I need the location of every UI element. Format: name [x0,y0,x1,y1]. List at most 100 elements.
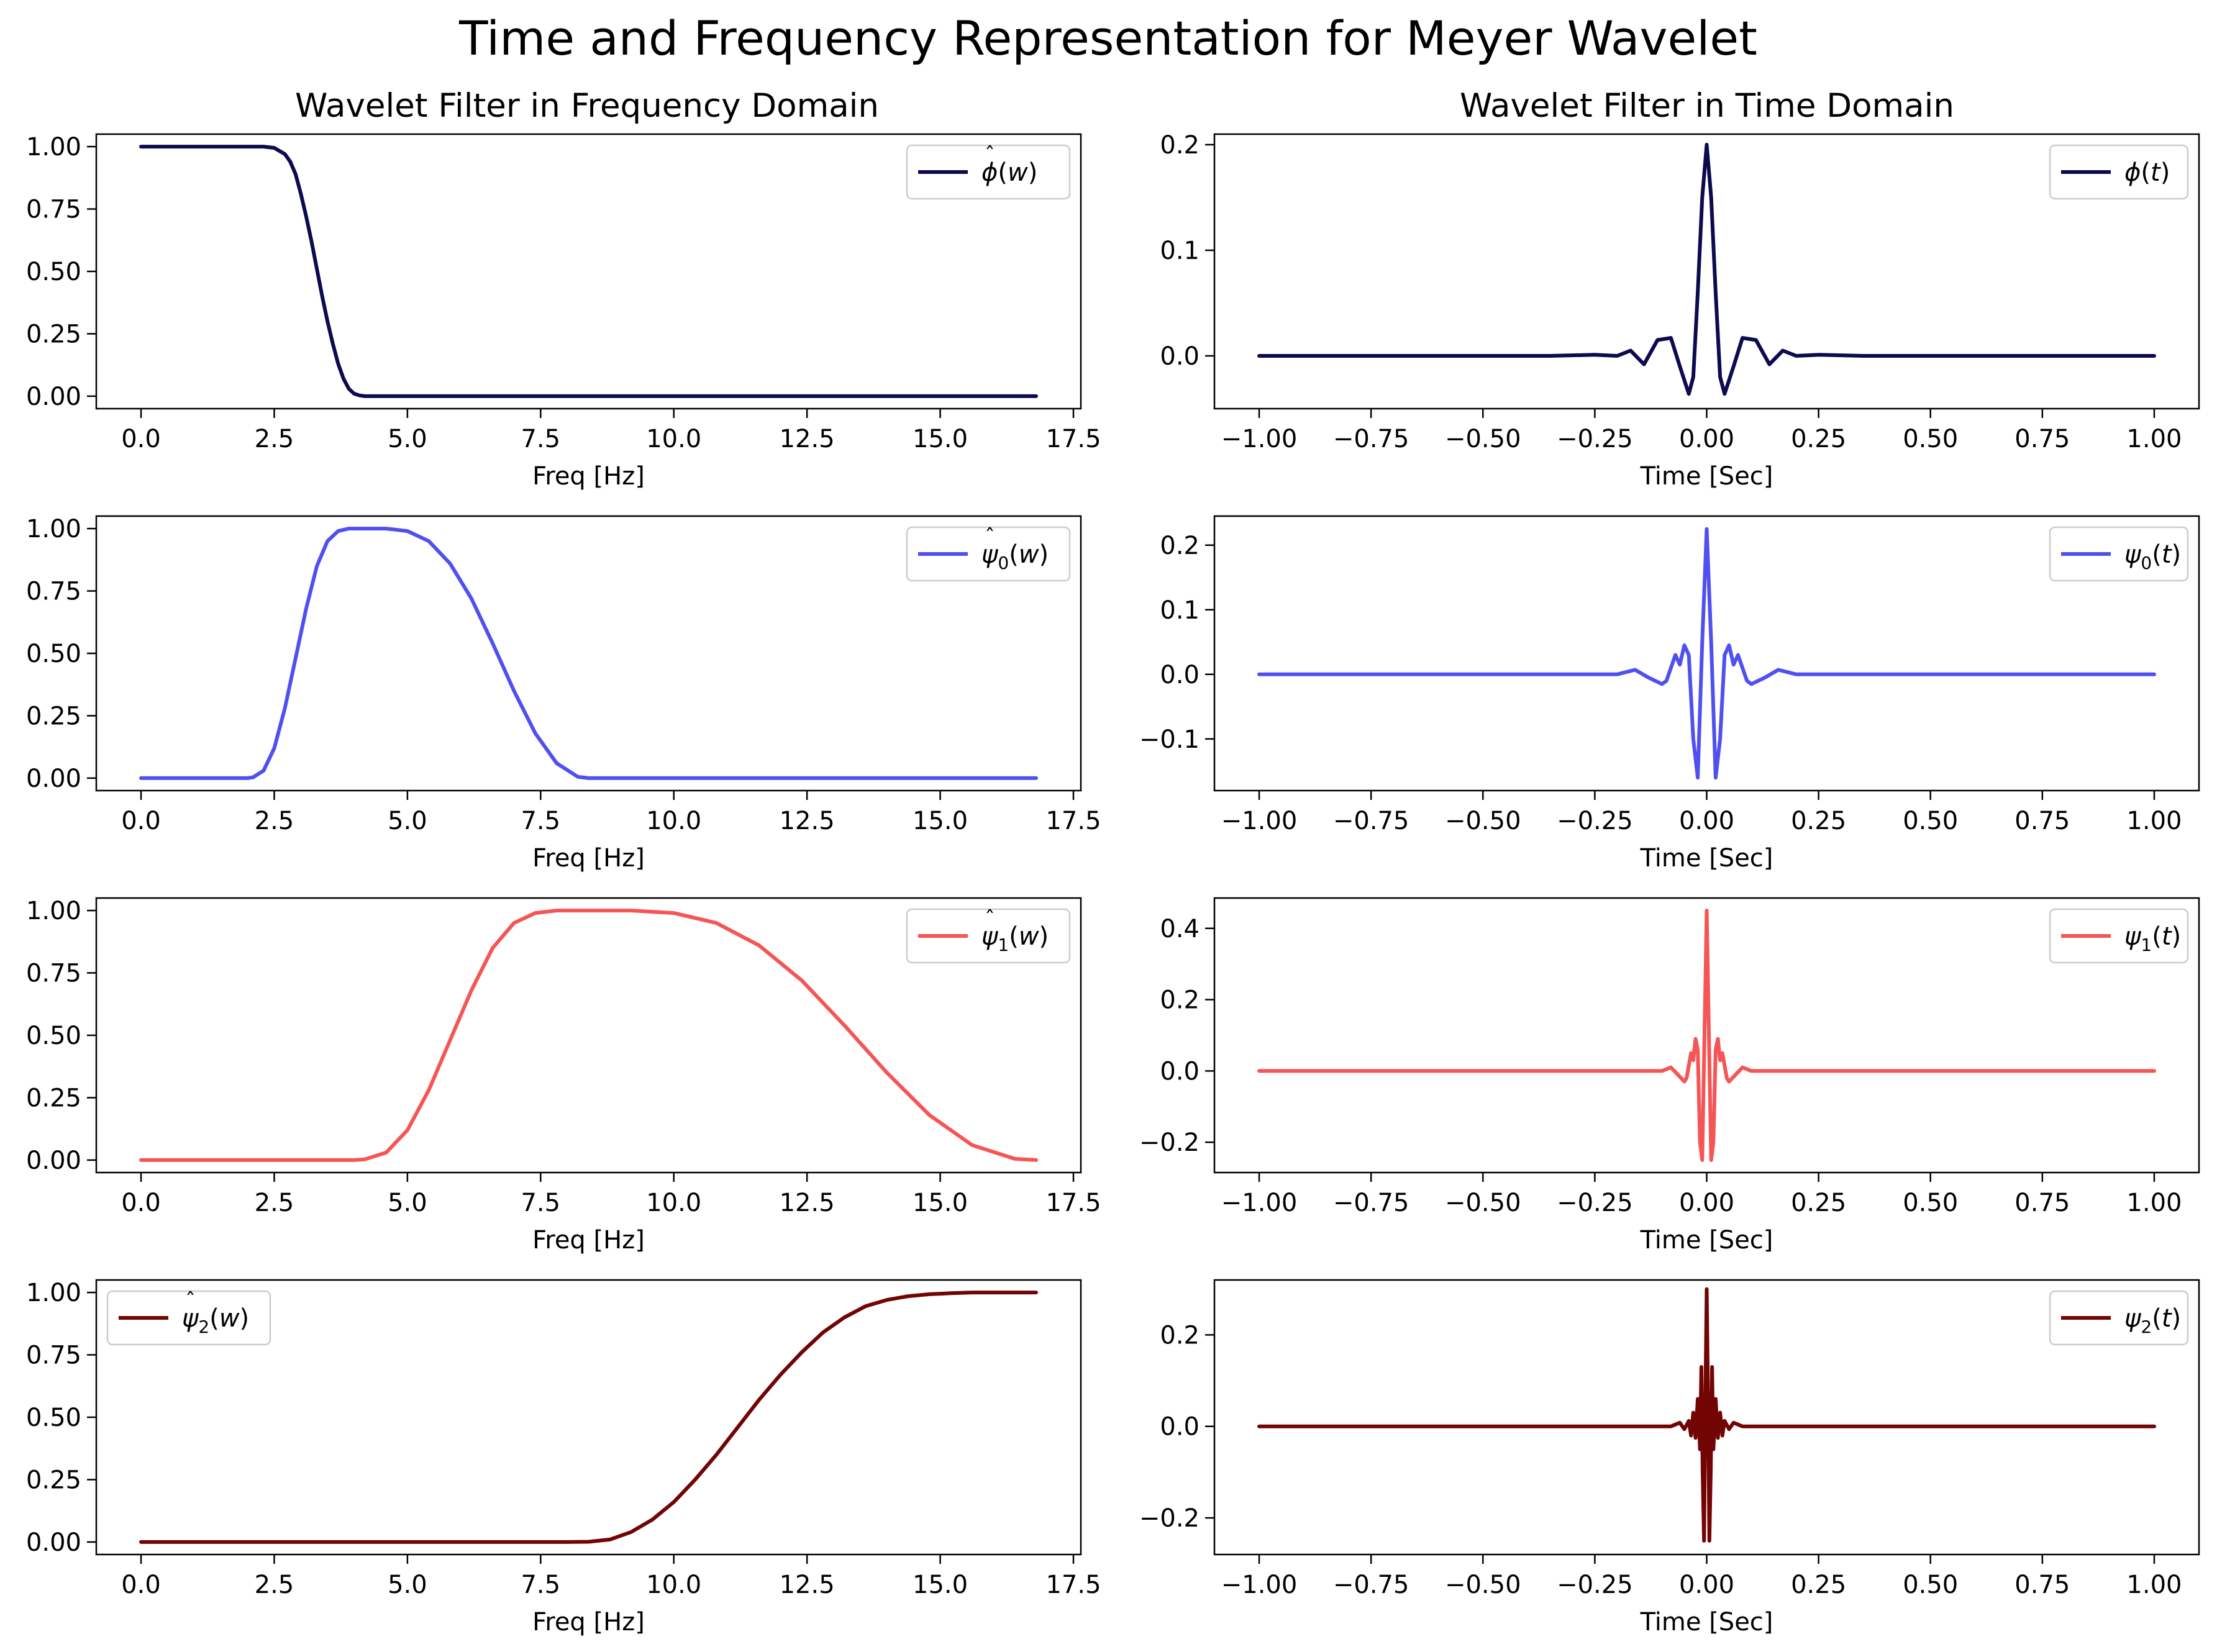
legend: ψ2(w)ˆ [106,1289,271,1346]
x-tick-label: 17.5 [1045,425,1101,453]
x-tick-label: 0.25 [1791,425,1846,453]
legend: ϕ(t) [2049,144,2189,200]
x-tick-label: 0.0 [121,1571,161,1599]
x-tick-label: −0.50 [1445,1571,1521,1599]
x-tick-label: 1.00 [2126,1189,2182,1217]
x-tick-label: 0.25 [1791,807,1846,835]
x-tick-label: 7.5 [521,425,560,453]
x-tick-label: 0.00 [1679,1189,1734,1217]
y-tick-label: 0.25 [26,1084,81,1112]
y-tick-label: 0.75 [26,196,81,224]
x-tick-label: 0.75 [2014,425,2070,453]
x-tick-label: −0.50 [1445,1189,1521,1217]
x-tick-label: 0.00 [1679,807,1734,835]
x-tick-label: 0.0 [121,1189,161,1217]
x-tick-label: 5.0 [388,1189,427,1217]
x-tick-label: −0.25 [1557,807,1633,835]
x-tick-label: 0.50 [1903,807,1958,835]
subplot-phi_hat_w: 0.0 2.5 5.0 7.5 10.0 12.5 15.0 17.5 0.00 0.25 0.50… [26,133,1101,491]
x-tick-label: 0.75 [2014,807,2070,835]
x-axis-label: Time [Sec] [1640,1608,1773,1636]
subplot-psi1_hat_w: 0.0 2.5 5.0 7.5 10.0 12.5 15.0 17.5 0.00 0.25 0.50… [26,897,1101,1255]
y-tick-label: 0.00 [26,383,81,411]
legend-label: ψ1(t) [2124,922,2181,955]
x-tick-label: −0.25 [1557,425,1633,453]
legend-box [2049,526,2189,582]
x-tick-label: 12.5 [780,1571,835,1599]
legend-label: ψ0(w) [981,540,1049,573]
x-tick-label: 10.0 [646,425,701,453]
x-tick-label: −1.00 [1221,1571,1298,1599]
y-tick-label: 1.00 [26,515,81,543]
legend-label: ψ2(w) [182,1304,249,1337]
x-tick-label: 17.5 [1045,1189,1101,1217]
x-tick-label: 0.75 [2014,1571,2070,1599]
x-tick-label: −0.25 [1557,1189,1633,1217]
legend-box [106,1290,271,1346]
legend: ψ2(t) [2049,1290,2189,1346]
x-tick-label: 5.0 [388,425,427,453]
legend-box [2049,908,2189,964]
x-axis-label: Freq [Hz] [532,462,645,491]
x-tick-label: 12.5 [780,807,835,835]
x-tick-label: 15.0 [913,425,968,453]
y-tick-label: 0.50 [26,640,81,668]
x-tick-label: 15.0 [913,1571,968,1599]
y-tick-label: 0.4 [1160,915,1200,943]
y-tick-label: 0.2 [1160,986,1200,1015]
subplot-psi2_t: −1.00 −0.75 −0.50 −0.25 0.00 0.25 0.50 0.75 1.00… [1139,1279,2200,1636]
x-tick-label: 7.5 [521,807,560,835]
series-line-phi_hat_w [139,145,1038,398]
x-axis-label: Time [Sec] [1640,1226,1773,1255]
x-tick-label: 0.0 [121,807,161,835]
x-axis-label: Freq [Hz] [532,844,645,873]
legend-label: ψ0(t) [2124,540,2181,573]
x-tick-label: −0.75 [1333,1571,1409,1599]
legend: ϕ(w)ˆ [906,143,1071,200]
y-tick-label: 0.0 [1160,342,1200,371]
y-tick-label: 1.00 [26,133,81,161]
x-tick-label: 0.00 [1679,425,1734,453]
x-tick-label: 12.5 [780,425,835,453]
x-tick-label: 1.00 [2126,807,2182,835]
x-tick-label: −0.50 [1445,425,1521,453]
x-tick-label: 0.25 [1791,1571,1846,1599]
series-line-psi2_t [1257,1287,2156,1543]
legend-box [2049,1290,2189,1346]
x-axis-label: Freq [Hz] [532,1608,645,1636]
legend-box [906,144,1071,200]
x-tick-label: 1.00 [2126,425,2182,453]
x-tick-label: 0.0 [121,425,161,453]
series-line-phi_t [1257,143,2156,396]
x-tick-label: 5.0 [388,1571,427,1599]
y-tick-label: 0.75 [26,960,81,988]
legend-hat-accent: ˆ [985,525,995,550]
x-tick-label: 2.5 [255,807,294,835]
x-tick-label: 2.5 [255,425,294,453]
x-axis-label: Time [Sec] [1640,844,1773,873]
legend-label: ψ2(t) [2124,1304,2181,1337]
legend: ψ1(w)ˆ [906,907,1071,964]
y-tick-label: 0.25 [26,702,81,730]
figure-title: Time and Frequency Representation for Me… [458,11,1757,66]
x-axis-label: Time [Sec] [1640,462,1773,491]
x-tick-label: 0.75 [2014,1189,2070,1217]
x-tick-label: 10.0 [646,1571,701,1599]
y-tick-label: 0.1 [1160,237,1200,265]
x-tick-label: 0.00 [1679,1571,1734,1599]
x-tick-label: −0.75 [1333,807,1409,835]
legend: ψ0(w)ˆ [906,525,1071,582]
legend-hat-accent: ˆ [185,1289,196,1314]
y-tick-label: 0.0 [1160,1057,1200,1086]
legend-label: ϕ(t) [2124,158,2170,187]
y-tick-label: −0.1 [1139,725,1200,754]
y-tick-label: 0.50 [26,1022,81,1050]
x-tick-label: 15.0 [913,1189,968,1217]
x-tick-label: −1.00 [1221,807,1298,835]
x-tick-label: 12.5 [780,1189,835,1217]
y-tick-label: 0.75 [26,578,81,606]
x-tick-label: −0.25 [1557,1571,1633,1599]
series-line-psi1_hat_w [139,909,1038,1162]
x-tick-label: −0.75 [1333,425,1409,453]
y-tick-label: 1.00 [26,1279,81,1307]
